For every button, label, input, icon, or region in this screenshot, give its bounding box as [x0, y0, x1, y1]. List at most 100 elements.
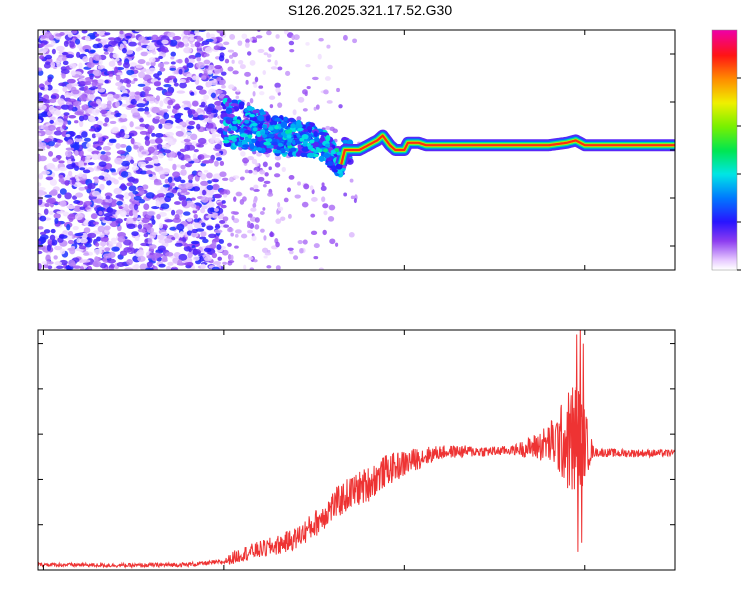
noise-cell: [56, 265, 64, 269]
colorbar-swatch: [712, 188, 737, 191]
colorbar-swatch: [712, 150, 737, 153]
noise-cell: [263, 235, 267, 241]
band-highlight: [323, 148, 329, 153]
band-highlight: [252, 122, 258, 127]
noise-cell: [203, 94, 210, 100]
noise-cell: [96, 206, 105, 212]
colorbar-swatch: [712, 226, 737, 229]
noise-cell: [269, 231, 275, 238]
noise-cell: [89, 74, 94, 80]
noise-cell: [195, 205, 200, 210]
noise-cell: [275, 218, 282, 224]
band-cell: [252, 109, 260, 114]
noise-cell: [125, 79, 132, 84]
noise-cell: [115, 101, 120, 108]
noise-cell: [96, 43, 103, 49]
colorbar-swatch: [712, 266, 737, 269]
noise-cell: [158, 263, 166, 268]
noise-cell: [91, 150, 100, 155]
noise-cell: [55, 109, 61, 116]
noise-cell: [91, 103, 99, 108]
noise-cell: [39, 231, 47, 236]
band-highlight: [317, 148, 323, 153]
noise-cell: [40, 98, 47, 103]
noise-cell: [132, 112, 141, 119]
noise-cell: [243, 253, 250, 258]
noise-cell: [93, 54, 102, 61]
noise-cell: [49, 179, 58, 186]
noise-cell: [97, 84, 102, 90]
noise-cell: [288, 174, 295, 180]
noise-cell: [181, 200, 188, 207]
noise-cell: [54, 144, 59, 148]
noise-cell: [134, 126, 144, 130]
noise-cell: [268, 95, 276, 100]
noise-cell: [151, 132, 156, 137]
noise-cell: [109, 263, 115, 269]
noise-cell: [141, 151, 147, 155]
noise-cell: [139, 130, 148, 135]
noise-cell: [125, 35, 132, 39]
noise-cell: [152, 265, 158, 270]
noise-cell: [293, 255, 299, 260]
noise-cell: [69, 247, 76, 255]
noise-cell: [67, 139, 74, 145]
noise-cell: [195, 52, 202, 59]
noise-cell: [187, 252, 193, 259]
colorbar-swatch: [712, 256, 737, 259]
colorbar-swatch: [712, 222, 737, 225]
noise-cell: [137, 59, 146, 65]
noise-cell: [53, 130, 62, 136]
noise-cell: [158, 123, 163, 129]
band-cell: [254, 140, 261, 147]
noise-cell: [200, 75, 207, 80]
noise-cell: [163, 112, 170, 120]
colorbar-swatch: [712, 86, 737, 89]
noise-cell: [65, 147, 75, 151]
noise-cell: [108, 60, 116, 67]
band-cell: [303, 128, 309, 132]
noise-cell: [78, 120, 84, 128]
noise-cell: [60, 104, 70, 110]
noise-cell: [156, 213, 161, 220]
noise-cell: [163, 61, 170, 65]
noise-cell: [58, 234, 68, 239]
noise-cell: [82, 44, 92, 52]
noise-cell: [200, 263, 207, 270]
noise-cell: [177, 188, 182, 193]
noise-cell: [175, 125, 184, 129]
noise-cell: [55, 118, 64, 126]
noise-cell: [108, 37, 116, 41]
noise-cell: [244, 71, 251, 77]
noise-cell: [121, 96, 129, 100]
noise-cell: [119, 143, 127, 148]
band-cell: [225, 107, 233, 115]
noise-cell: [53, 212, 61, 219]
noise-cell: [195, 85, 204, 91]
colorbar-swatch: [712, 122, 737, 125]
noise-cell: [262, 70, 267, 75]
noise-cell: [183, 245, 192, 252]
noise-cell: [168, 157, 173, 161]
noise-cell: [222, 261, 228, 265]
noise-cell: [174, 242, 183, 247]
noise-cell: [310, 230, 318, 236]
noise-cell: [81, 173, 88, 179]
noise-cell: [352, 38, 358, 44]
noise-cell: [305, 42, 310, 46]
noise-cell: [71, 158, 76, 162]
noise-cell: [129, 95, 135, 100]
noise-cell: [210, 109, 219, 114]
band-cell: [266, 144, 274, 150]
noise-cell: [44, 61, 51, 65]
noise-cell: [95, 38, 101, 42]
noise-cell: [219, 220, 226, 224]
noise-cell: [151, 255, 158, 262]
noise-cell: [260, 228, 265, 233]
noise-cell: [237, 40, 243, 46]
noise-cell: [296, 116, 302, 122]
noise-cell: [164, 91, 173, 97]
noise-cell: [252, 91, 256, 97]
noise-cell: [211, 132, 217, 139]
noise-cell: [302, 239, 308, 245]
